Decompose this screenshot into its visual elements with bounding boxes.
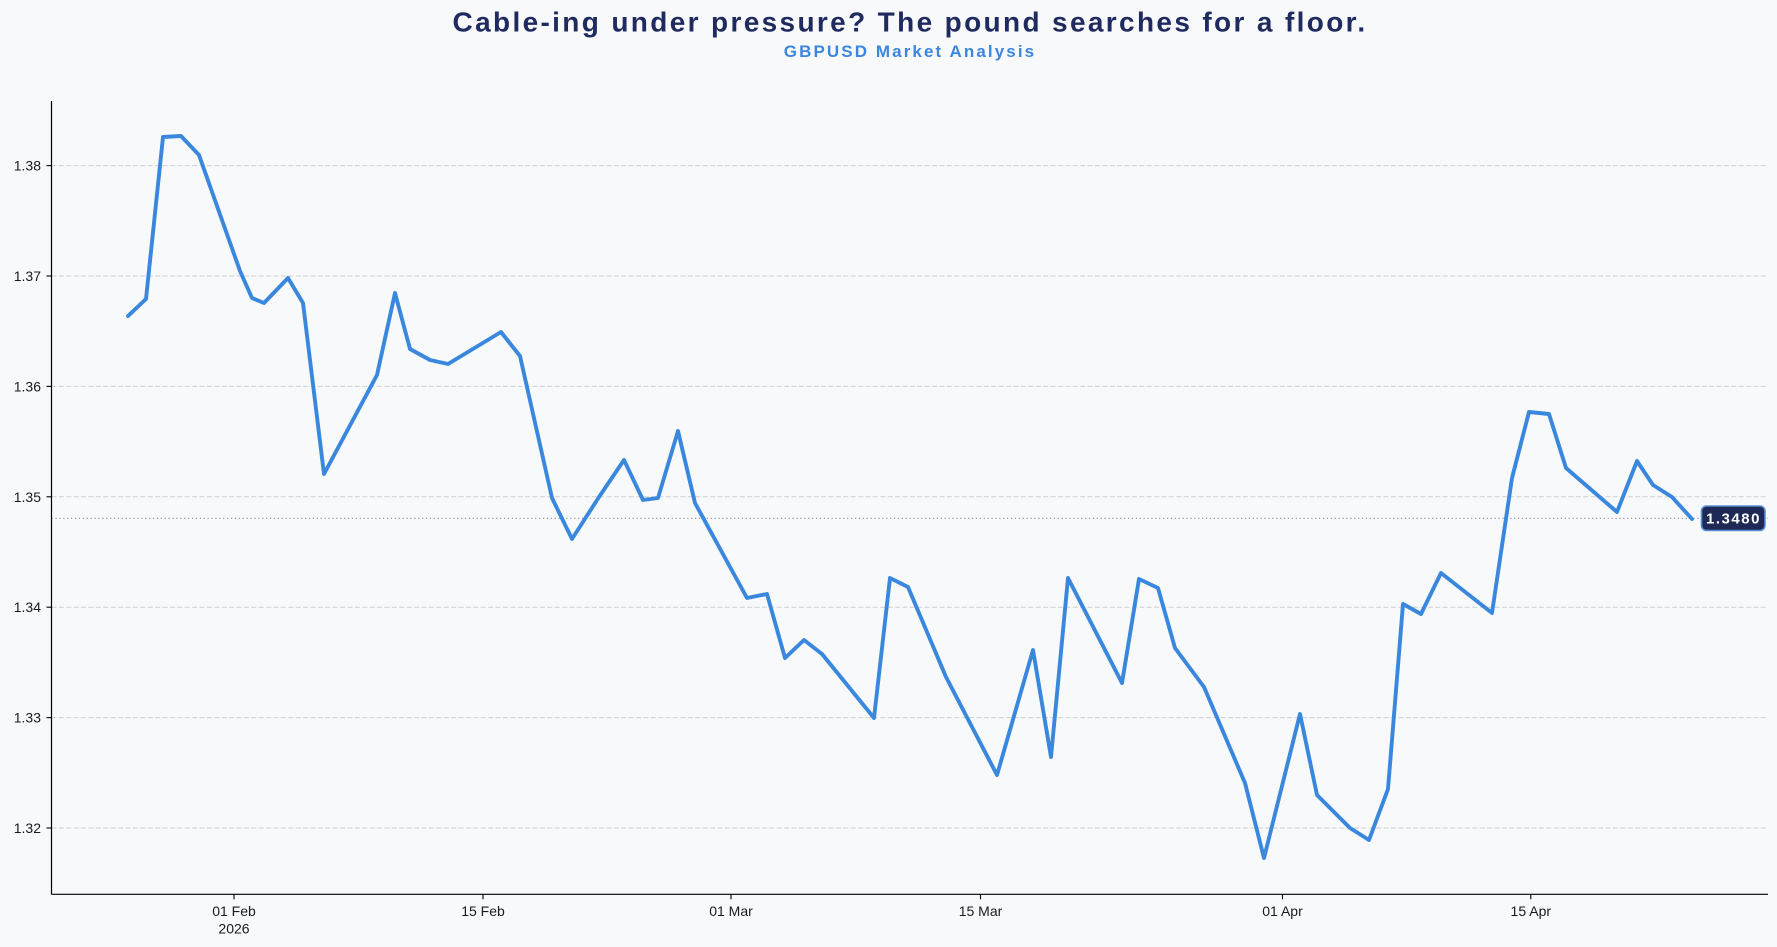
- svg-text:01 Feb: 01 Feb: [212, 903, 256, 919]
- svg-text:1.34: 1.34: [14, 599, 41, 615]
- svg-text:1.32: 1.32: [14, 820, 41, 836]
- svg-text:1.3480: 1.3480: [1706, 511, 1761, 528]
- svg-text:GBPUSD Market Analysis: GBPUSD Market Analysis: [784, 42, 1036, 61]
- svg-text:2026: 2026: [218, 920, 249, 936]
- svg-text:1.33: 1.33: [14, 710, 41, 726]
- svg-text:Cable-ing under pressure? The: Cable-ing under pressure? The pound sear…: [453, 7, 1368, 38]
- svg-text:1.37: 1.37: [14, 268, 41, 284]
- svg-text:1.35: 1.35: [14, 489, 41, 505]
- svg-text:01 Mar: 01 Mar: [709, 903, 753, 919]
- svg-text:01 Apr: 01 Apr: [1262, 903, 1303, 919]
- svg-text:15 Feb: 15 Feb: [461, 903, 505, 919]
- svg-text:15 Mar: 15 Mar: [959, 903, 1003, 919]
- svg-text:1.38: 1.38: [14, 158, 41, 174]
- svg-text:15 Apr: 15 Apr: [1511, 903, 1552, 919]
- svg-text:1.36: 1.36: [14, 378, 41, 394]
